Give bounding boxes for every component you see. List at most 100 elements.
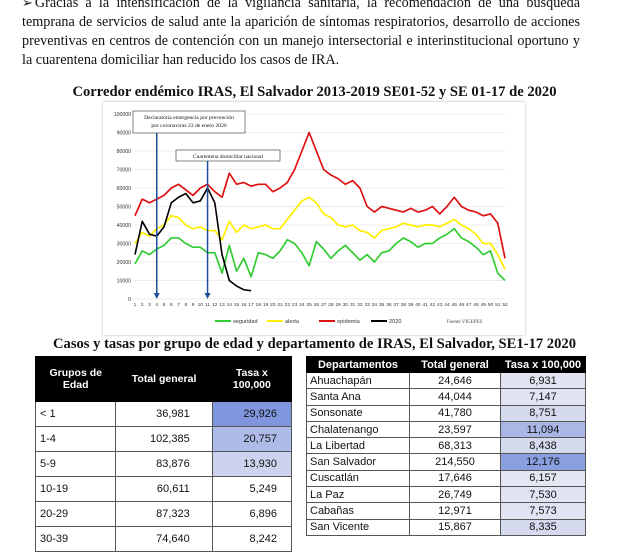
age-table-cell-rate: 20,757 bbox=[212, 427, 291, 452]
x-tick-label: 9 bbox=[192, 302, 195, 308]
dept-table-cell-rate: 7,147 bbox=[501, 389, 586, 405]
x-tick-label: 45 bbox=[452, 302, 458, 308]
y-tick-label: 30000 bbox=[117, 242, 132, 248]
dept-table-cell-total: 41,780 bbox=[410, 405, 501, 421]
dept-table-cell-total: 23,597 bbox=[410, 421, 501, 437]
x-tick-label: 29 bbox=[335, 302, 341, 308]
tables-title: Casos y tasas por grupo de edad y depart… bbox=[0, 336, 629, 353]
y-tick-label: 90000 bbox=[117, 131, 132, 137]
dept-table-cell-dept: Chalatenango bbox=[307, 421, 410, 437]
dept-header-name: Departamentos bbox=[307, 357, 410, 373]
y-tick-label: 80000 bbox=[117, 149, 132, 155]
dept-table-cell-dept: Santa Ana bbox=[307, 389, 410, 405]
y-tick-label: 40000 bbox=[117, 223, 132, 229]
dept-header-rate: Tasa x 100,000 bbox=[501, 357, 586, 373]
x-tick-label: 50 bbox=[488, 302, 494, 308]
endemic-corridor-chart: 0100002000030000400005000060000700008000… bbox=[103, 102, 525, 335]
x-tick-label: 2 bbox=[141, 302, 144, 308]
x-tick-label: 42 bbox=[430, 302, 436, 308]
dept-table-cell-dept: Ahuachapán bbox=[307, 373, 410, 389]
age-header-total: Total general bbox=[116, 357, 212, 402]
age-table-cell-rate: 13,930 bbox=[212, 452, 291, 477]
dept-table-cell-total: 44,044 bbox=[410, 389, 501, 405]
annotation-text: por coronavirus 23 de enero 2020 bbox=[151, 123, 227, 129]
x-tick-label: 21 bbox=[277, 302, 283, 308]
x-tick-label: 48 bbox=[473, 302, 479, 308]
x-tick-label: 12 bbox=[212, 302, 218, 308]
age-table-cell-rate: 5,249 bbox=[212, 477, 291, 502]
x-tick-label: 8 bbox=[184, 302, 187, 308]
dept-table-cell-rate: 11,094 bbox=[501, 421, 586, 437]
intro-text: Gracias a la intensificación de la vigil… bbox=[22, 0, 580, 68]
dept-table-header-row: Departamentos Total general Tasa x 100,0… bbox=[307, 357, 586, 373]
x-tick-label: 22 bbox=[285, 302, 291, 308]
dept-table-cell-rate: 7,573 bbox=[501, 503, 586, 519]
dept-table-cell-rate: 12,176 bbox=[501, 454, 586, 470]
legend-label: epidemia bbox=[337, 319, 361, 325]
x-tick-label: 40 bbox=[415, 302, 421, 308]
department-table: Departamentos Total general Tasa x 100,0… bbox=[306, 356, 586, 536]
age-table-cell-group: 10-19 bbox=[36, 477, 116, 502]
annotation-arrowhead bbox=[205, 293, 211, 299]
dept-table-cell-rate: 8,438 bbox=[501, 438, 586, 454]
x-tick-label: 51 bbox=[495, 302, 501, 308]
x-tick-label: 37 bbox=[394, 302, 400, 308]
y-tick-label: 0 bbox=[128, 297, 131, 303]
x-tick-label: 13 bbox=[219, 302, 225, 308]
dept-table-cell-total: 214,550 bbox=[410, 454, 501, 470]
age-table-cell-rate: 6,896 bbox=[212, 502, 291, 527]
x-tick-label: 19 bbox=[263, 302, 269, 308]
x-tick-label: 38 bbox=[401, 302, 407, 308]
age-table-cell-group: < 1 bbox=[36, 402, 116, 427]
age-table-cell-group: 1-4 bbox=[36, 427, 116, 452]
x-tick-label: 16 bbox=[241, 302, 247, 308]
x-tick-label: 39 bbox=[408, 302, 414, 308]
x-tick-label: 26 bbox=[314, 302, 320, 308]
age-table-cell-total: 74,640 bbox=[116, 527, 212, 552]
x-tick-label: 47 bbox=[466, 302, 472, 308]
x-tick-label: 4 bbox=[155, 302, 158, 308]
x-tick-label: 52 bbox=[502, 302, 508, 308]
dept-table-cell-total: 26,749 bbox=[410, 487, 501, 503]
age-table-cell-total: 83,876 bbox=[116, 452, 212, 477]
legend-label: seguridad bbox=[233, 319, 258, 325]
dept-table-cell-total: 68,313 bbox=[410, 438, 501, 454]
y-tick-label: 60000 bbox=[117, 186, 132, 192]
legend-label: 2020 bbox=[389, 319, 401, 325]
x-tick-label: 46 bbox=[459, 302, 465, 308]
age-table-cell-total: 60,611 bbox=[116, 477, 212, 502]
y-tick-label: 20000 bbox=[117, 260, 132, 266]
dept-table-cell-rate: 8,335 bbox=[501, 519, 586, 535]
x-tick-label: 17 bbox=[248, 302, 254, 308]
dept-table-cell-dept: San Salvador bbox=[307, 454, 410, 470]
x-tick-label: 35 bbox=[379, 302, 385, 308]
age-header-rate: Tasa x 100,000 bbox=[212, 357, 291, 402]
x-tick-label: 6 bbox=[170, 302, 173, 308]
dept-table-cell-dept: Cabañas bbox=[307, 503, 410, 519]
dept-table-cell-rate: 8,751 bbox=[501, 405, 586, 421]
x-tick-label: 25 bbox=[306, 302, 312, 308]
age-table-cell-total: 87,323 bbox=[116, 502, 212, 527]
age-table-cell-rate: 29,926 bbox=[212, 402, 291, 427]
chart-title: Corredor endémico IRAS, El Salvador 2013… bbox=[0, 84, 629, 101]
x-tick-label: 23 bbox=[292, 302, 298, 308]
x-tick-label: 31 bbox=[350, 302, 356, 308]
legend-label: alerta bbox=[285, 319, 300, 325]
age-table-cell-group: 5-9 bbox=[36, 452, 116, 477]
dept-table-cell-dept: La Libertad bbox=[307, 438, 410, 454]
dept-table-cell-dept: Cuscatlán bbox=[307, 470, 410, 486]
x-tick-label: 7 bbox=[177, 302, 180, 308]
dept-table-cell-total: 24,646 bbox=[410, 373, 501, 389]
age-table-cell-rate: 8,242 bbox=[212, 527, 291, 552]
age-table-cell-total: 36,981 bbox=[116, 402, 212, 427]
